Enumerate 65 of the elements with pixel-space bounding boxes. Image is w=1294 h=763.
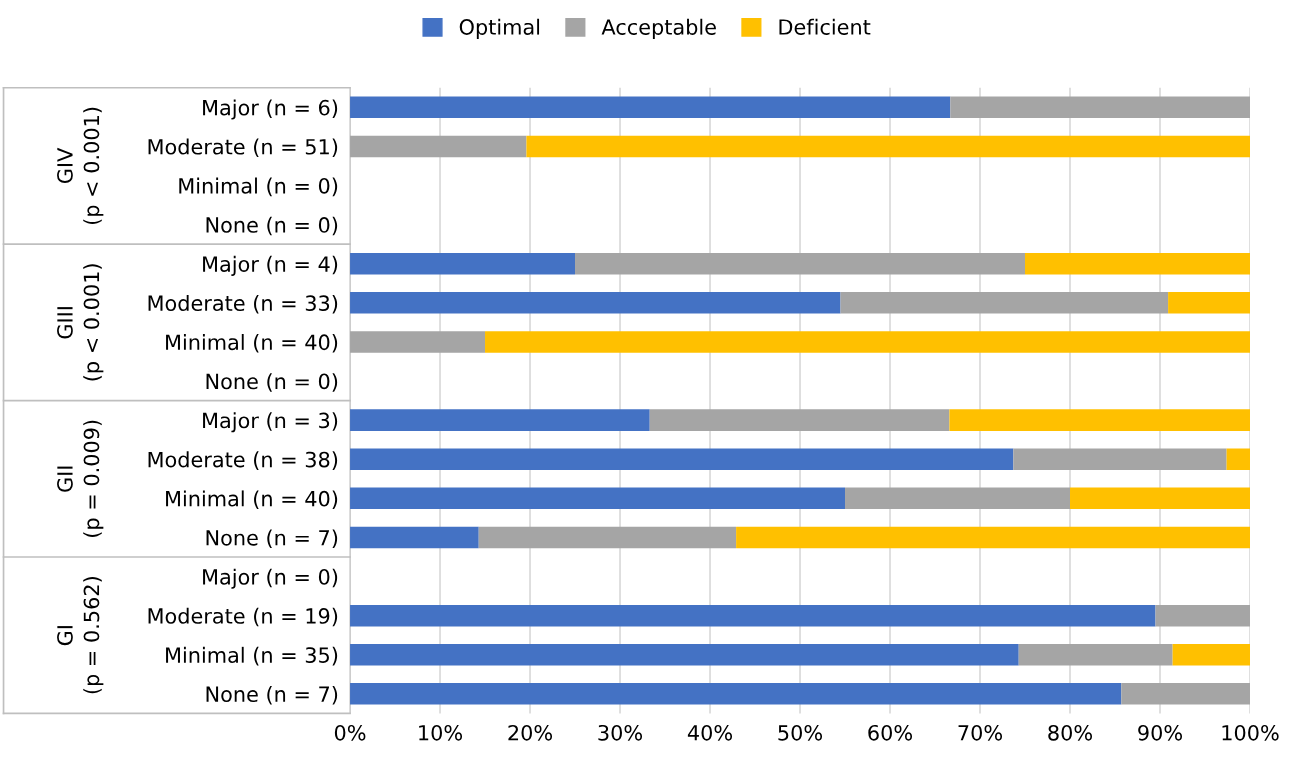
bar: [350, 331, 486, 353]
bar: [485, 331, 1250, 353]
bar: [1226, 448, 1250, 470]
y-tick-label: Major (n = 3): [203, 412, 338, 433]
bar: [649, 409, 950, 431]
x-tick-label: 80%: [1048, 724, 1093, 741]
x-tick-label: 100%: [1222, 724, 1279, 741]
bar: [350, 96, 951, 119]
bar: [350, 409, 650, 431]
y-tick-label: Minimal (n = 40): [166, 334, 338, 353]
y-tick-label: None (n = 0): [206, 216, 338, 236]
y-tick-label: Minimal (n = 35): [166, 646, 338, 666]
bar: [350, 292, 841, 314]
y-tick-label: None (n = 7): [206, 685, 338, 705]
bar: [350, 135, 527, 158]
x-tick-label: 50%: [778, 724, 823, 741]
bar: [526, 135, 1250, 158]
text: GI (p = 0.562): [57, 577, 104, 694]
x-tick-label: 90%: [1138, 724, 1183, 741]
bar: [1070, 487, 1250, 510]
bar: [350, 487, 846, 510]
bar: [1018, 644, 1173, 666]
legend-label: Deficient: [779, 18, 871, 35]
bar: [736, 526, 1250, 549]
bar: [350, 526, 479, 549]
y-tick-label: Major (n = 0): [203, 568, 338, 589]
x-tick-label: 40%: [687, 724, 733, 741]
bar: [1121, 683, 1250, 705]
legend-label: Acceptable: [601, 18, 716, 39]
bar: [575, 252, 1026, 275]
bar: [1013, 448, 1227, 470]
text: GIV (p < 0.001): [57, 107, 104, 225]
bar: [840, 292, 1169, 314]
bar: [1168, 292, 1250, 314]
text: GIII (p < 0.001): [57, 264, 104, 381]
y-tick-label: Moderate (n = 51): [148, 138, 338, 158]
bar: [350, 448, 1014, 470]
x-tick-label: 60%: [868, 724, 913, 741]
y-tick-label: Minimal (n = 0): [179, 177, 338, 197]
x-tick-label: 0%: [334, 724, 366, 741]
y-tick-label: Minimal (n = 40): [166, 490, 338, 509]
y-tick-label: Major (n = 4): [203, 255, 338, 276]
bar: [350, 644, 1019, 666]
bar: [1025, 252, 1250, 275]
bar: [350, 604, 1156, 627]
x-tick-label: 70%: [958, 724, 1003, 741]
y-tick-label: Moderate (n = 33): [148, 294, 338, 314]
y-tick-label: Moderate (n = 19): [148, 607, 338, 627]
x-tick-label: 10%: [419, 724, 463, 741]
bar: [350, 683, 1122, 705]
text: GII (p = 0.009): [57, 420, 104, 537]
x-tick-label: 20%: [508, 724, 553, 741]
bar: [1155, 604, 1250, 627]
bar: [950, 96, 1250, 119]
bar: [478, 526, 737, 549]
y-tick-label: None (n = 7): [206, 529, 338, 549]
x-tick-label: 30%: [598, 724, 643, 741]
y-tick-label: Major (n = 6): [203, 99, 338, 120]
bar: [845, 487, 1071, 510]
legend-label: Optimal: [459, 18, 540, 39]
bar: [350, 252, 576, 275]
y-tick-label: None (n = 0): [206, 373, 338, 392]
y-tick-label: Moderate (n = 38): [148, 451, 338, 470]
bar: [1172, 644, 1250, 666]
bar: [949, 409, 1250, 431]
